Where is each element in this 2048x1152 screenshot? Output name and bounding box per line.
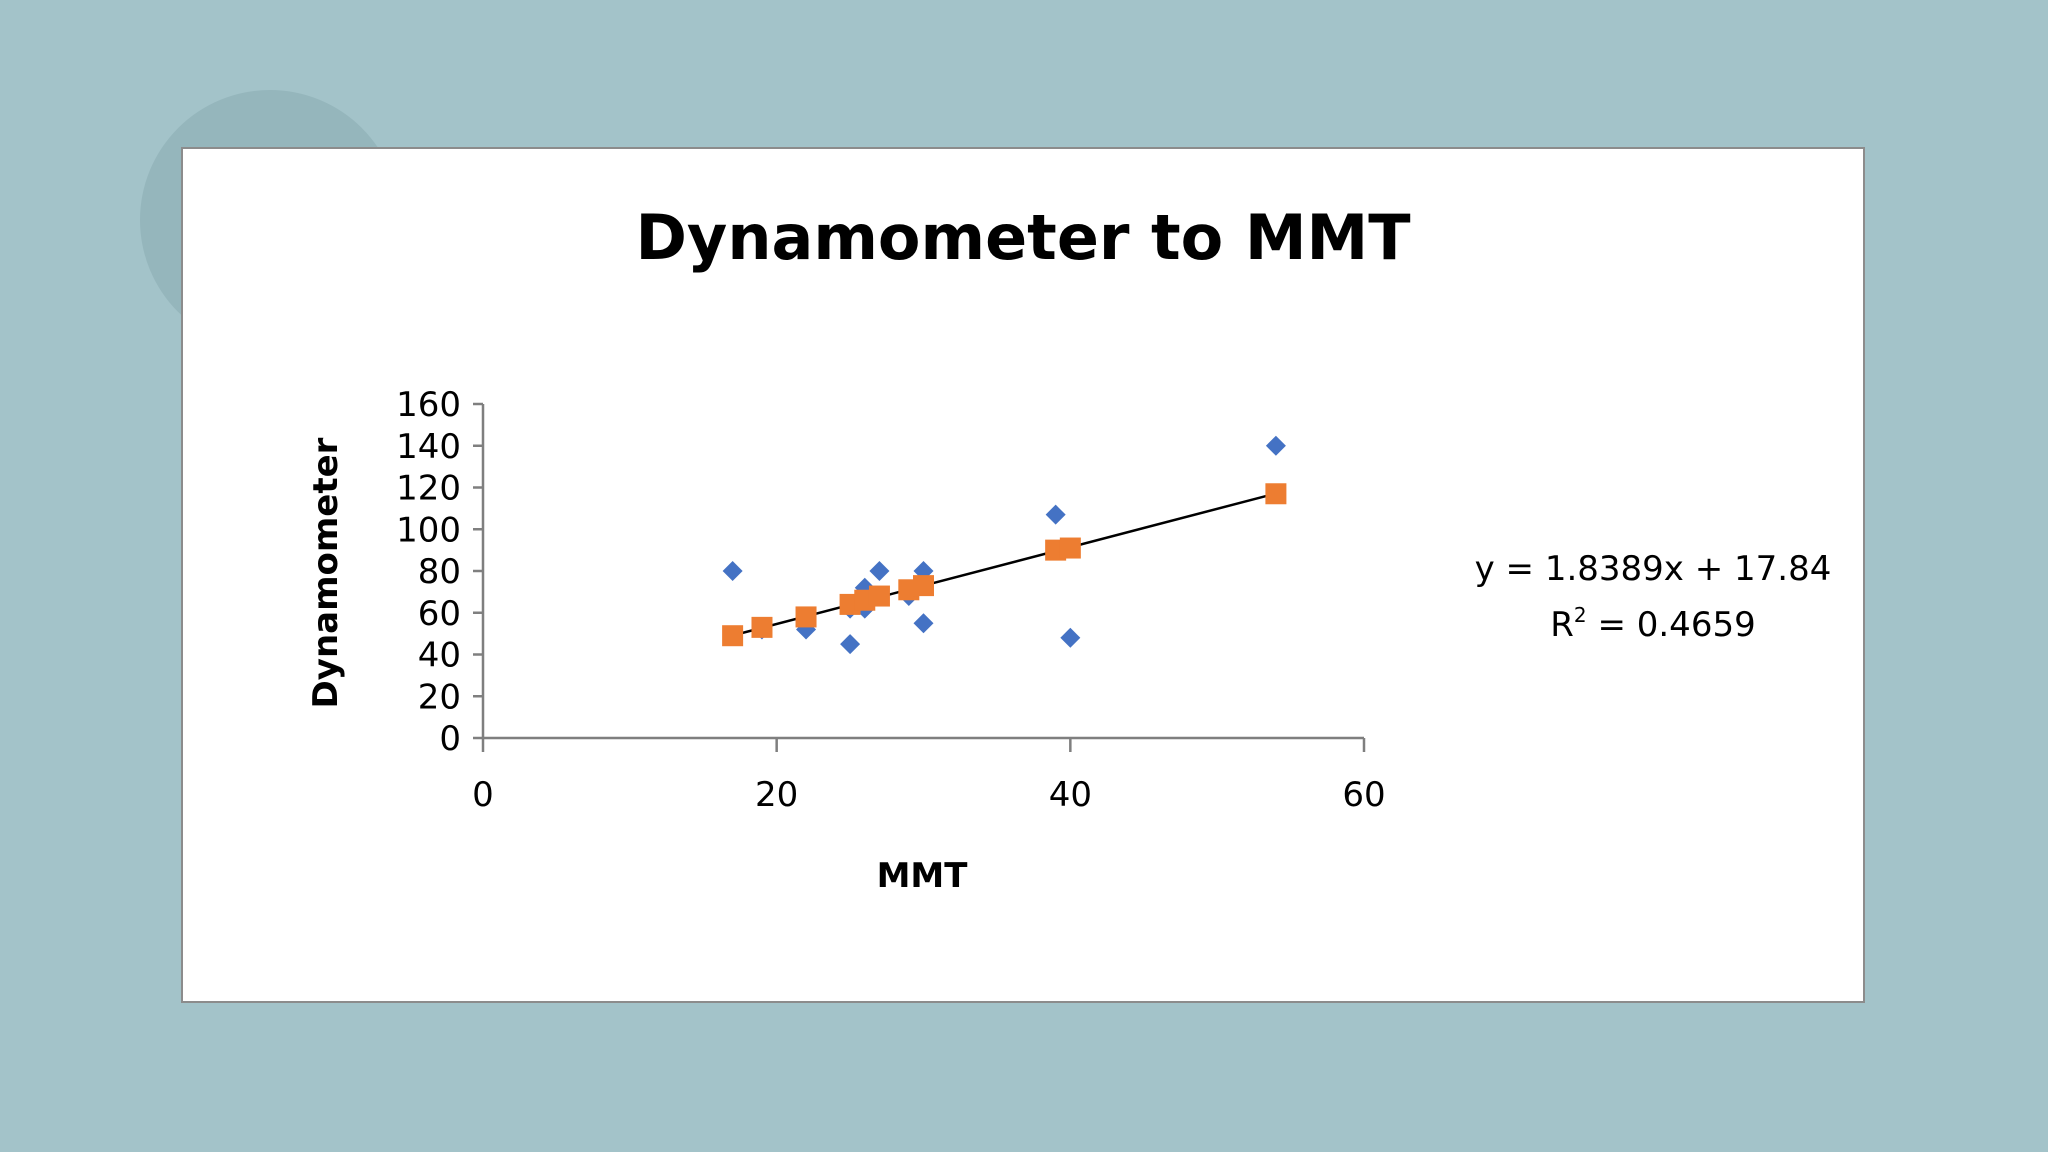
data-point-square xyxy=(913,575,934,597)
chart-frame: Dynamometer to MMT 0 20 40 60 80 100 120 140 160… xyxy=(181,147,1865,1003)
y-tick-label: 120 xyxy=(396,469,461,509)
data-point-diamond xyxy=(1060,627,1081,648)
r-squared-superscript: 2 xyxy=(1574,603,1587,627)
x-tick-label: 40 xyxy=(1049,775,1092,815)
r-squared-value: = 0.4659 xyxy=(1587,605,1756,645)
trendline xyxy=(732,492,1277,637)
y-tick-label: 100 xyxy=(396,510,461,550)
r-squared-label: R2 = 0.4659 xyxy=(1550,603,1755,645)
x-tick-label: 60 xyxy=(1342,775,1385,815)
y-tick-label: 160 xyxy=(396,385,461,425)
data-point-diamond xyxy=(722,561,743,581)
data-point-diamond xyxy=(869,561,890,581)
x-tick-label: 20 xyxy=(755,775,798,815)
y-tick-label: 20 xyxy=(418,677,461,717)
x-tick-label: 0 xyxy=(472,775,494,815)
data-point-square xyxy=(751,616,773,638)
y-axis-title: Dynamometer xyxy=(306,437,346,708)
data-point-diamond xyxy=(840,634,861,655)
trendline-group xyxy=(732,492,1277,637)
data-point-square xyxy=(722,625,744,647)
data-point-diamond xyxy=(913,613,934,634)
data-point-diamond xyxy=(1265,435,1286,456)
data-point-square xyxy=(1265,483,1287,505)
data-point-square xyxy=(868,585,890,607)
x-axis-title: MMT xyxy=(877,856,969,896)
y-tick-label: 60 xyxy=(418,594,461,634)
y-tick-label: 40 xyxy=(418,636,461,676)
data-point-square xyxy=(1059,537,1081,559)
data-point-square xyxy=(795,606,817,628)
trendline-equation: y = 1.8389x + 17.84 xyxy=(1475,549,1832,589)
data-points xyxy=(722,435,1287,655)
r-squared-symbol: R xyxy=(1550,605,1574,645)
y-tick-label: 140 xyxy=(396,427,461,467)
y-tick-label: 80 xyxy=(418,552,461,592)
y-tick-label: 0 xyxy=(439,719,461,759)
data-point-diamond xyxy=(1045,504,1066,525)
chart-title: Dynamometer to MMT xyxy=(635,201,1411,274)
